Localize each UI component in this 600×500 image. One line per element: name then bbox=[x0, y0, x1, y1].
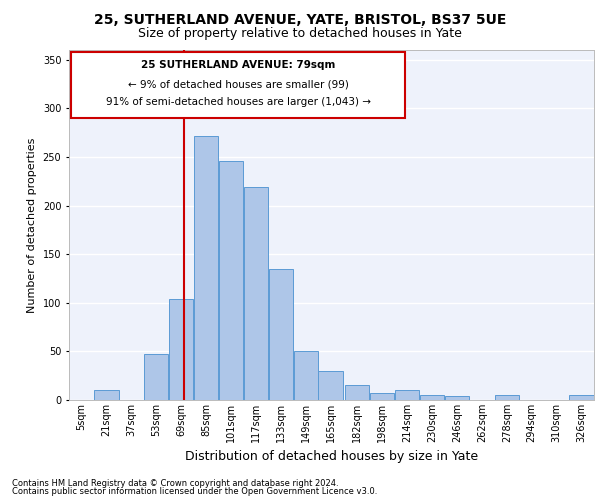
Text: 91% of semi-detached houses are larger (1,043) →: 91% of semi-detached houses are larger (… bbox=[106, 96, 371, 106]
Bar bbox=[370, 393, 394, 400]
Text: Contains public sector information licensed under the Open Government Licence v3: Contains public sector information licen… bbox=[12, 487, 377, 496]
Bar bbox=[194, 136, 218, 400]
Bar bbox=[569, 395, 594, 400]
X-axis label: Distribution of detached houses by size in Yate: Distribution of detached houses by size … bbox=[185, 450, 478, 464]
Text: 25, SUTHERLAND AVENUE, YATE, BRISTOL, BS37 5UE: 25, SUTHERLAND AVENUE, YATE, BRISTOL, BS… bbox=[94, 12, 506, 26]
Bar bbox=[345, 386, 370, 400]
Bar bbox=[169, 299, 193, 400]
Bar bbox=[94, 390, 119, 400]
Text: 25 SUTHERLAND AVENUE: 79sqm: 25 SUTHERLAND AVENUE: 79sqm bbox=[141, 60, 335, 70]
Bar bbox=[420, 395, 444, 400]
Bar bbox=[395, 390, 419, 400]
Text: Contains HM Land Registry data © Crown copyright and database right 2024.: Contains HM Land Registry data © Crown c… bbox=[12, 478, 338, 488]
Bar bbox=[219, 161, 243, 400]
Y-axis label: Number of detached properties: Number of detached properties bbox=[27, 138, 37, 312]
Bar bbox=[445, 396, 469, 400]
Bar bbox=[293, 352, 318, 400]
Bar bbox=[144, 354, 169, 400]
Bar bbox=[71, 52, 406, 118]
Bar bbox=[494, 395, 519, 400]
Text: Size of property relative to detached houses in Yate: Size of property relative to detached ho… bbox=[138, 28, 462, 40]
Bar bbox=[269, 269, 293, 400]
Bar bbox=[244, 187, 268, 400]
Text: ← 9% of detached houses are smaller (99): ← 9% of detached houses are smaller (99) bbox=[128, 79, 349, 89]
Bar bbox=[319, 371, 343, 400]
